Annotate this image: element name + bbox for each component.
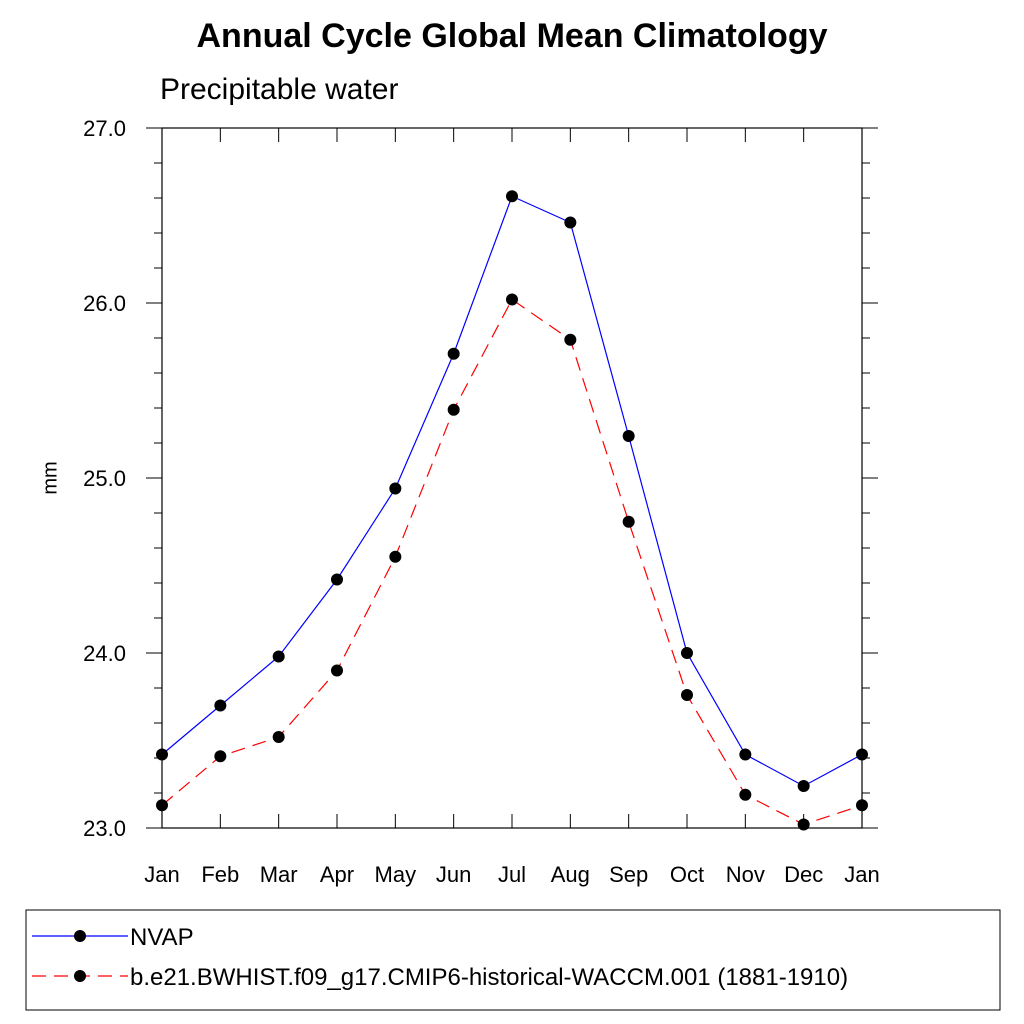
data-point — [681, 647, 693, 659]
x-tick-label: Dec — [784, 862, 823, 887]
data-point — [389, 482, 402, 495]
data-point — [447, 403, 460, 416]
data-point — [272, 731, 285, 743]
chart-subtitle: Precipitable water — [160, 73, 398, 106]
x-tick-label: Mar — [260, 862, 298, 887]
data-point — [797, 780, 810, 792]
data-point — [856, 748, 868, 761]
series-line-0 — [161, 195, 863, 787]
data-point — [214, 699, 227, 712]
legend-label-0: NVAP — [130, 924, 194, 951]
data-point — [447, 347, 460, 360]
x-tick-label: Sep — [609, 862, 648, 887]
x-tick-label: Jan — [144, 862, 179, 887]
data-point — [622, 430, 635, 442]
data-point — [739, 748, 752, 761]
x-tick-label: Aug — [551, 862, 590, 887]
data-point — [856, 799, 868, 812]
data-point — [739, 788, 752, 801]
x-tick-label: Feb — [201, 862, 239, 887]
data-point — [331, 573, 343, 586]
data-point — [622, 515, 635, 528]
data-point — [156, 748, 168, 761]
plot-frame — [161, 127, 863, 829]
x-tick-label: May — [375, 862, 417, 887]
series-line-1 — [161, 298, 863, 826]
legend-box — [25, 909, 1001, 1011]
data-point — [331, 664, 343, 677]
data-point — [681, 689, 693, 701]
x-tick-label: Nov — [726, 862, 765, 887]
data-point — [389, 550, 402, 563]
x-tick-label: Jun — [436, 862, 471, 887]
ticks-layer: Jan Feb Mar Apr May Jun Jul Aug Sep Oct Nov Dec Jan 2… — [83, 116, 880, 887]
x-tick-label: Apr — [320, 862, 354, 887]
x-tick-label: Jul — [498, 862, 526, 887]
data-point — [506, 293, 518, 306]
legend-marker-1 — [74, 970, 86, 982]
x-tick-label: Jan — [844, 862, 879, 887]
data-point — [156, 799, 168, 812]
legend: NVAP b.e21.BWHIST.f09_g17.CMIP6-historica… — [32, 924, 848, 991]
series-layer — [156, 190, 868, 831]
data-point — [564, 216, 577, 229]
y-tick-label: 24.0 — [83, 641, 126, 666]
data-point — [564, 333, 577, 346]
y-tick-label: 27.0 — [83, 116, 126, 141]
data-point — [214, 750, 227, 763]
chart-title: Annual Cycle Global Mean Climatology — [197, 17, 828, 55]
y-tick-label: 25.0 — [83, 466, 126, 491]
data-point — [797, 818, 810, 831]
data-point — [506, 190, 518, 203]
y-tick-label: 23.0 — [83, 816, 126, 841]
legend-label-1: b.e21.BWHIST.f09_g17.CMIP6-historical-WA… — [130, 964, 848, 991]
y-axis-label: mm — [39, 461, 61, 494]
data-point — [272, 650, 285, 663]
y-tick-label: 26.0 — [83, 291, 126, 316]
legend-marker-0 — [74, 930, 86, 942]
x-tick-label: Oct — [670, 862, 704, 887]
